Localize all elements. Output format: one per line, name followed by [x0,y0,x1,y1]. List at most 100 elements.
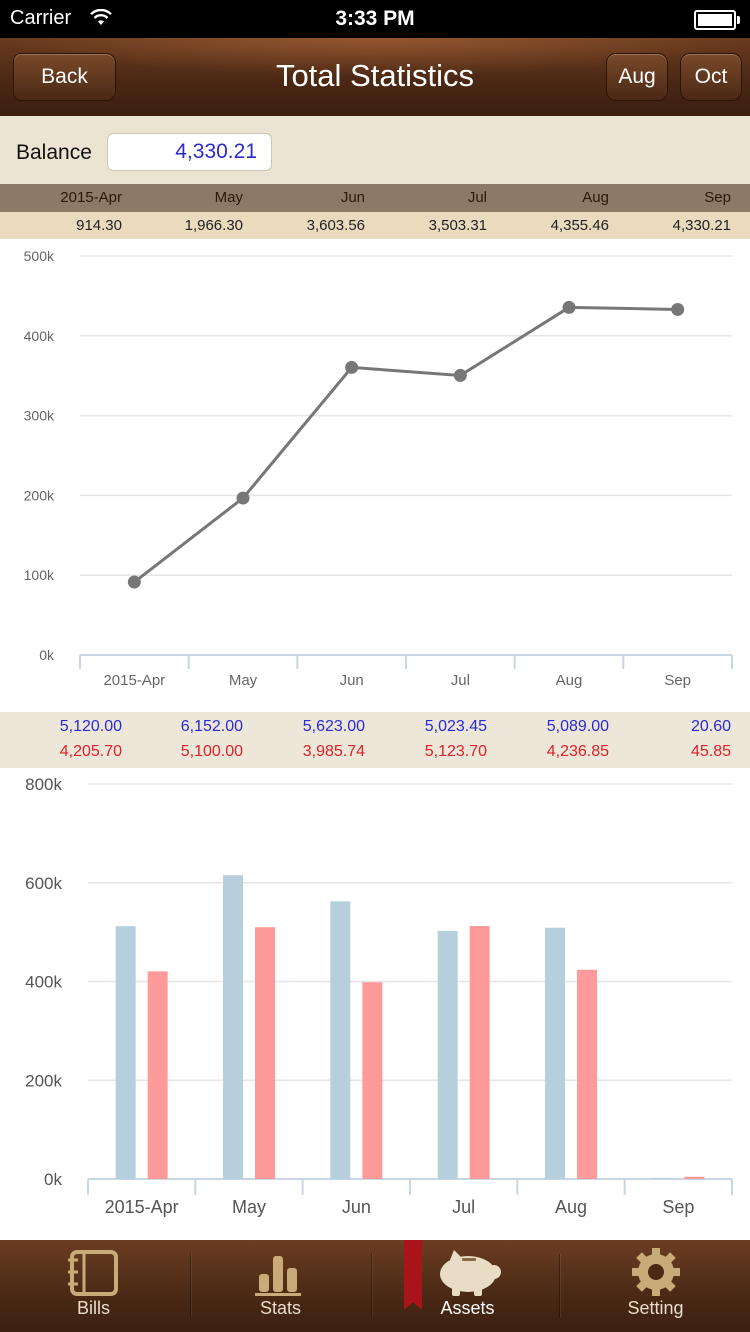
expense-bar [255,927,275,1179]
month-balance-row: 914.30 1,966.30 3,603.56 3,503.31 4,355.… [0,212,750,239]
balance-row: Balance 4,330.21 [0,116,750,184]
expense-value: 45.85 [690,743,731,760]
y-tick-label: 0k [39,647,55,663]
back-button[interactable]: Back [13,53,116,101]
tab-bills[interactable]: Bills [0,1240,187,1332]
next-month-button[interactable]: Oct [680,53,742,101]
tab-label: Bills [76,1298,110,1318]
income-bar [115,926,136,1179]
y-tick-label: 200k [25,1071,62,1090]
battery-icon [694,10,740,30]
balance-point [562,300,576,314]
y-tick-label: 0k [44,1170,62,1189]
expense-value: 3,985.74 [302,743,365,760]
y-tick-label: 100k [24,567,55,583]
y-tick-label: 400k [24,328,55,344]
income-value: 5,623.00 [302,718,365,735]
balance-point [127,575,141,589]
tab-label: Assets [440,1298,495,1318]
month-balance-cell: 3,603.56 [306,217,365,234]
tab-setting[interactable]: Setting [562,1240,749,1332]
bar-chart-icon [255,1256,301,1296]
tab-divider [371,1254,372,1318]
month-header-cell: Jul [467,189,487,206]
tab-divider [559,1254,560,1318]
expense-value: 5,100.00 [180,743,243,760]
wifi-icon [90,9,112,25]
y-tick-label: 200k [24,487,55,503]
tab-assets[interactable]: Assets [374,1240,561,1332]
x-tick-label: Aug [555,1197,587,1217]
x-tick-label: Jul [451,672,470,689]
income-value: 5,023.45 [424,718,487,735]
expense-bar [577,969,597,1179]
balance-field[interactable] [107,133,272,171]
x-tick-label: 2015-Apr [103,672,165,689]
income-bar [545,927,565,1179]
status-bar: Carrier 3:33 PM [0,0,750,38]
tab-label: Setting [627,1298,684,1318]
expense-bar [684,1176,705,1179]
y-tick-label: 800k [25,775,62,794]
expense-bar [469,926,490,1179]
gear-icon [632,1248,680,1296]
month-header-cell: Sep [704,189,731,206]
expense-bar [362,982,383,1179]
balance-point [236,491,250,505]
x-tick-label: Jun [340,672,364,689]
balance-value: 4,330.21 [175,140,257,163]
y-tick-label: 300k [24,408,55,424]
page-title: Total Statistics [275,58,475,93]
month-balance-cell: 4,330.21 [672,217,731,234]
income-value: 5,089.00 [546,718,609,735]
month-header-cell: May [214,189,243,206]
clock: 3:33 PM [335,7,415,30]
income-expense-bar-chart: 0k 200k 400k 600k 800k 2015-Apr May Jun Jul Aug Se… [25,775,733,1217]
month-balance-cell: 914.30 [76,217,122,234]
balance-point [453,368,467,382]
navigation-bar: Back Total Statistics Aug Oct [0,38,750,116]
expense-bar [147,971,168,1179]
month-balance-cell: 3,503.31 [428,217,487,234]
x-tick-label: Sep [664,672,691,689]
month-header-row: 2015-Apr May Jun Jul Aug Sep [0,184,750,212]
y-tick-label: 400k [25,973,62,992]
income-bar [223,875,243,1179]
y-tick-label: 500k [24,248,55,264]
previous-month-button[interactable]: Aug [606,53,668,101]
income-expense-band: 5,120.00 6,152.00 5,623.00 5,023.45 5,08… [0,712,750,768]
y-tick-label: 600k [25,874,62,893]
notebook-icon [68,1250,118,1296]
x-tick-label: 2015-Apr [105,1197,179,1217]
month-header-cell: 2015-Apr [60,189,122,206]
income-bar [652,1177,673,1179]
month-header-cell: Aug [582,189,609,206]
income-value: 5,120.00 [59,718,122,735]
balance-series-line [133,305,678,584]
income-bar [437,930,458,1179]
balance-line-chart: 0k 100k 200k 300k 400k 500k 2015-Apr May Jun Jul A… [24,248,733,689]
tab-label: Stats [259,1298,302,1318]
balance-point [345,360,359,374]
x-tick-label: May [229,672,258,689]
month-balance-cell: 1,966.30 [184,217,243,234]
x-tick-label: Jun [342,1197,371,1217]
selected-tab-ribbon [404,1240,422,1310]
balance-label: Balance [16,141,92,164]
month-header-cell: Jun [340,189,365,206]
tab-divider [190,1254,191,1318]
month-balance-cell: 4,355.46 [550,217,609,234]
carrier-label: Carrier [10,7,72,29]
x-tick-label: May [232,1197,266,1217]
balance-point [671,302,685,316]
expense-value: 5,123.70 [424,743,487,760]
expense-value: 4,236.85 [546,743,609,760]
tab-bar: Bills Stats Assets [0,1240,750,1332]
tab-stats[interactable]: Stats [187,1240,374,1332]
x-tick-label: Aug [556,672,583,689]
x-tick-label: Jul [452,1197,475,1217]
x-tick-label: Sep [662,1197,694,1217]
income-bar [330,901,351,1179]
income-value: 6,152.00 [180,718,243,735]
piggy-bank-icon [440,1250,501,1296]
